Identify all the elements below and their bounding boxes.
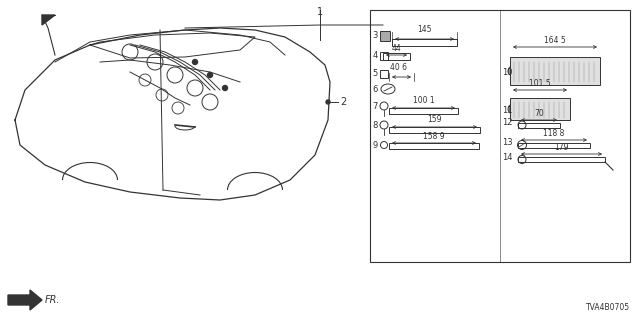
Bar — [518, 143, 590, 148]
Bar — [518, 157, 605, 162]
Text: 12: 12 — [502, 117, 513, 126]
Text: 158 9: 158 9 — [423, 132, 445, 141]
Circle shape — [326, 100, 330, 104]
Bar — [380, 70, 388, 78]
Text: 159: 159 — [428, 115, 442, 124]
Text: 7: 7 — [372, 101, 378, 110]
Bar — [518, 123, 560, 128]
Bar — [389, 127, 480, 133]
Bar — [510, 98, 570, 120]
Text: 1: 1 — [317, 7, 323, 17]
Text: 13: 13 — [502, 138, 513, 147]
Polygon shape — [8, 290, 42, 310]
Text: TVA4B0705: TVA4B0705 — [586, 303, 630, 312]
Text: 100 1: 100 1 — [413, 96, 435, 105]
Circle shape — [223, 85, 227, 91]
Bar — [392, 39, 457, 46]
Text: 10: 10 — [502, 68, 513, 76]
Circle shape — [508, 66, 518, 76]
Bar — [380, 31, 390, 41]
Circle shape — [508, 104, 518, 114]
Text: 14: 14 — [502, 153, 513, 162]
Text: 118 8: 118 8 — [543, 129, 564, 138]
Text: 44: 44 — [392, 44, 401, 53]
Bar — [383, 53, 410, 60]
Bar — [389, 143, 479, 149]
Circle shape — [193, 60, 198, 65]
Text: 3: 3 — [372, 30, 378, 39]
Text: 8: 8 — [372, 121, 378, 130]
Text: FR.: FR. — [45, 295, 61, 305]
Text: 11: 11 — [502, 106, 513, 115]
Text: 6: 6 — [372, 84, 378, 93]
Text: 70: 70 — [534, 109, 544, 118]
Text: 40 6: 40 6 — [390, 63, 407, 72]
Bar — [389, 108, 458, 114]
Text: 9: 9 — [372, 140, 378, 149]
Bar — [510, 57, 600, 85]
Bar — [370, 10, 630, 262]
Text: 164 5: 164 5 — [544, 36, 566, 45]
Bar — [380, 52, 388, 60]
Text: 5: 5 — [372, 68, 378, 77]
Text: 4: 4 — [372, 51, 378, 60]
Text: 145: 145 — [417, 25, 432, 34]
Circle shape — [207, 73, 212, 77]
Text: 101 5: 101 5 — [529, 79, 551, 88]
Text: 2: 2 — [340, 97, 346, 107]
Text: 179: 179 — [554, 143, 569, 152]
Polygon shape — [42, 15, 55, 25]
